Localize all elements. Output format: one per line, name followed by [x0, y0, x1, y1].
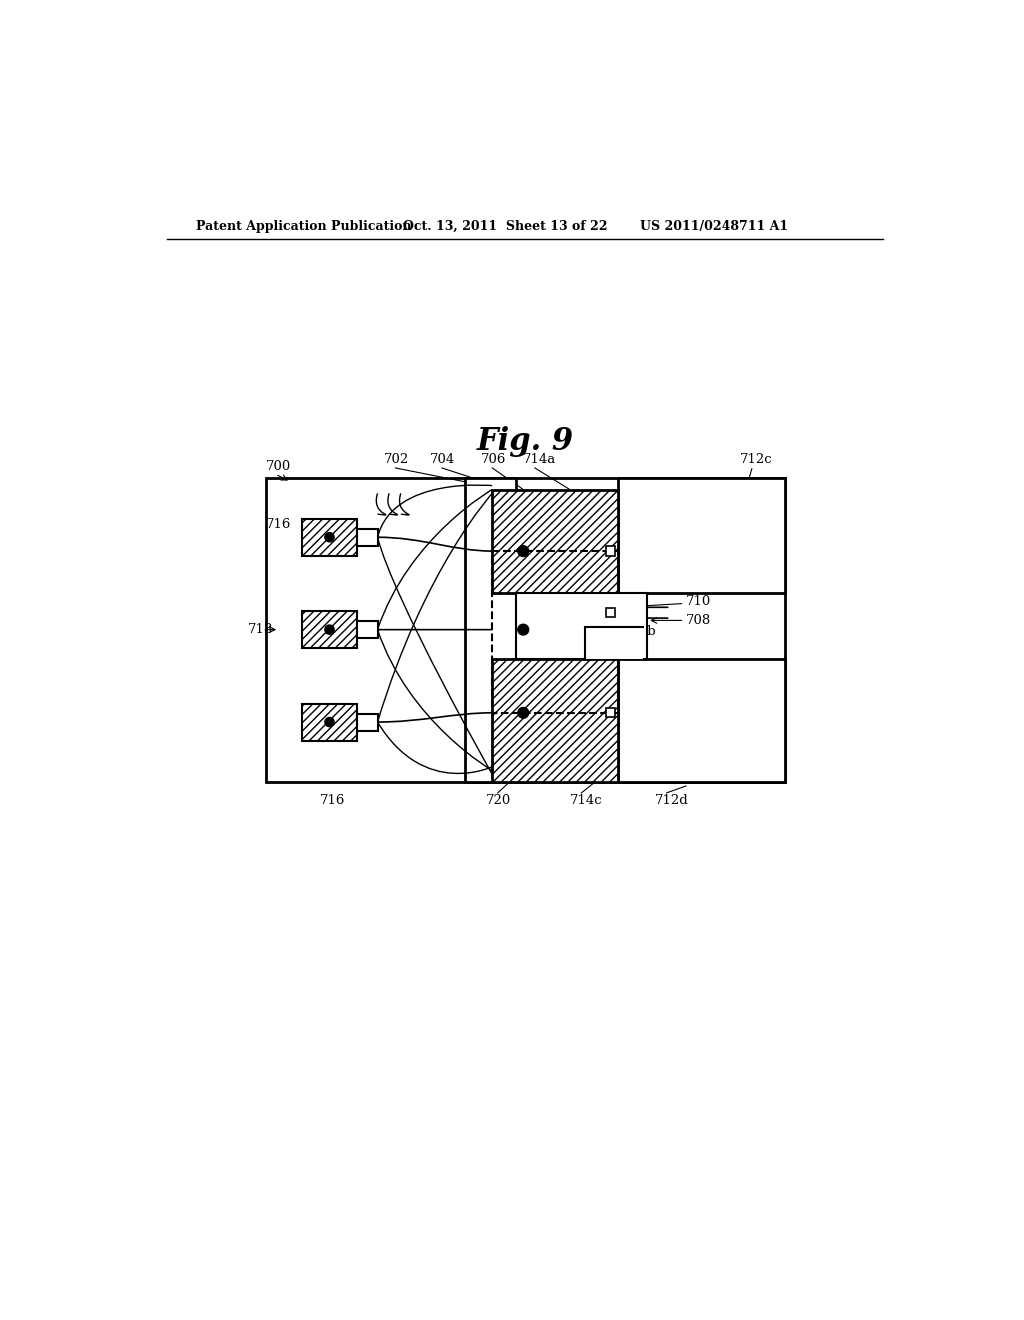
Bar: [302, 704, 357, 741]
Circle shape: [518, 624, 528, 635]
Bar: [493, 552, 617, 713]
Circle shape: [325, 718, 334, 726]
Bar: [465, 478, 515, 781]
Text: 710: 710: [686, 594, 712, 607]
Bar: [606, 546, 615, 556]
Bar: [606, 609, 615, 618]
Text: 714b: 714b: [623, 626, 656, 639]
Bar: [617, 659, 785, 781]
Circle shape: [518, 708, 528, 718]
Bar: [606, 708, 615, 718]
Text: Fig. 9: Fig. 9: [476, 426, 573, 457]
Text: 700: 700: [266, 459, 291, 473]
Bar: [357, 622, 378, 638]
Text: 706: 706: [480, 453, 506, 466]
Text: 714a: 714a: [523, 453, 556, 466]
Bar: [302, 611, 357, 648]
Text: 716: 716: [266, 517, 291, 531]
Bar: [586, 627, 643, 659]
Text: 718: 718: [248, 623, 273, 636]
Bar: [266, 478, 785, 781]
Text: 702: 702: [384, 453, 409, 466]
Bar: [302, 519, 357, 556]
Circle shape: [325, 532, 334, 543]
Text: 712d: 712d: [655, 793, 689, 807]
Text: US 2011/0248711 A1: US 2011/0248711 A1: [640, 219, 787, 232]
Bar: [493, 659, 617, 781]
Bar: [617, 478, 785, 594]
Bar: [515, 594, 647, 659]
Text: 714c: 714c: [569, 793, 602, 807]
Text: 720: 720: [486, 793, 511, 807]
Text: Oct. 13, 2011  Sheet 13 of 22: Oct. 13, 2011 Sheet 13 of 22: [403, 219, 607, 232]
Text: 716: 716: [321, 793, 345, 807]
Text: 712c: 712c: [740, 453, 773, 466]
Circle shape: [518, 545, 528, 557]
Text: 704: 704: [430, 453, 456, 466]
Bar: [357, 529, 378, 545]
Bar: [493, 490, 617, 594]
Text: Patent Application Publication: Patent Application Publication: [197, 219, 412, 232]
Bar: [357, 714, 378, 730]
Text: 708: 708: [686, 614, 712, 627]
Circle shape: [325, 626, 334, 635]
